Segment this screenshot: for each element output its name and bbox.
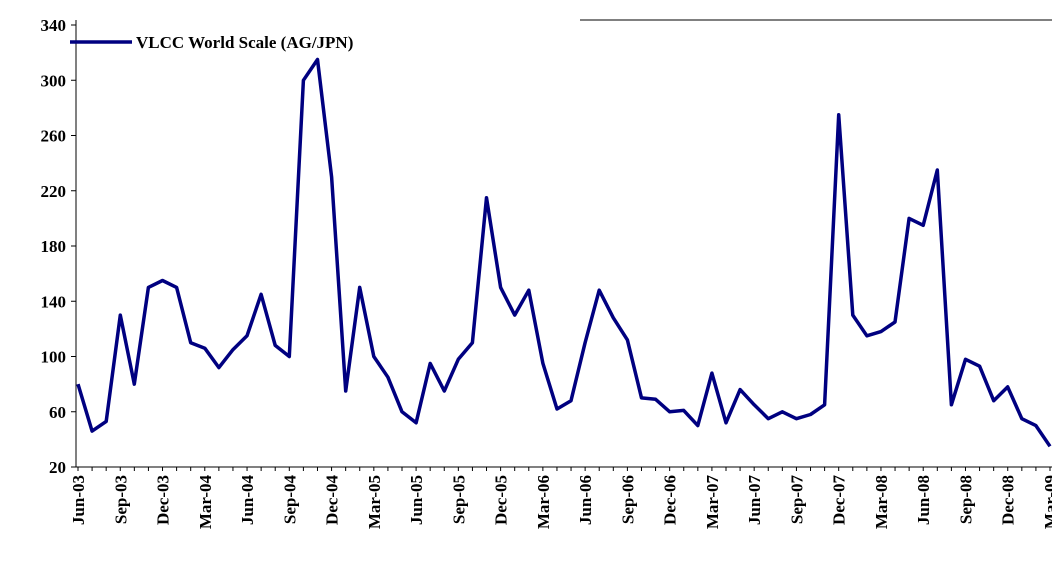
x-tick-label: Dec-08 (999, 475, 1018, 525)
x-tick-label: Dec-04 (323, 475, 342, 526)
x-tick-label: Mar-09 (1041, 475, 1052, 529)
x-tick-label: Mar-06 (534, 475, 553, 529)
x-tick-label: Jun-08 (914, 475, 933, 525)
x-tick-label: Sep-07 (787, 475, 806, 525)
y-tick-label: 180 (41, 237, 67, 256)
y-tick-label: 100 (41, 348, 67, 367)
x-tick-label: Jun-04 (238, 475, 257, 526)
x-tick-label: Jun-07 (745, 475, 764, 526)
x-tick-label: Jun-05 (407, 475, 426, 525)
x-tick-label: Mar-04 (196, 475, 215, 530)
legend-label: VLCC World Scale (AG/JPN) (136, 33, 353, 52)
x-tick-label: Mar-07 (703, 475, 722, 530)
x-tick-label: Sep-06 (618, 475, 637, 524)
x-tick-label: Mar-05 (365, 475, 384, 529)
x-tick-label: Jun-03 (69, 475, 88, 525)
y-tick-label: 140 (41, 292, 67, 311)
x-tick-label: Jun-06 (576, 475, 595, 525)
x-tick-label: Sep-04 (280, 475, 299, 525)
data-line (76, 57, 1052, 448)
y-tick-label: 300 (41, 71, 67, 90)
y-tick-label: 340 (41, 16, 67, 35)
x-tick-label: Dec-05 (492, 475, 511, 525)
x-tick-label: Mar-08 (872, 475, 891, 529)
x-tick-label: Sep-05 (449, 475, 468, 524)
x-tick-label: Dec-03 (154, 475, 173, 525)
y-tick-label: 20 (49, 458, 66, 477)
x-tick-label: Sep-03 (111, 475, 130, 524)
y-tick-label: 220 (41, 182, 67, 201)
y-tick-label: 60 (49, 403, 66, 422)
x-tick-label: Sep-08 (956, 475, 975, 524)
x-tick-label: Dec-07 (830, 475, 849, 526)
y-tick-label: 260 (41, 127, 67, 146)
x-tick-label: Dec-06 (661, 475, 680, 525)
